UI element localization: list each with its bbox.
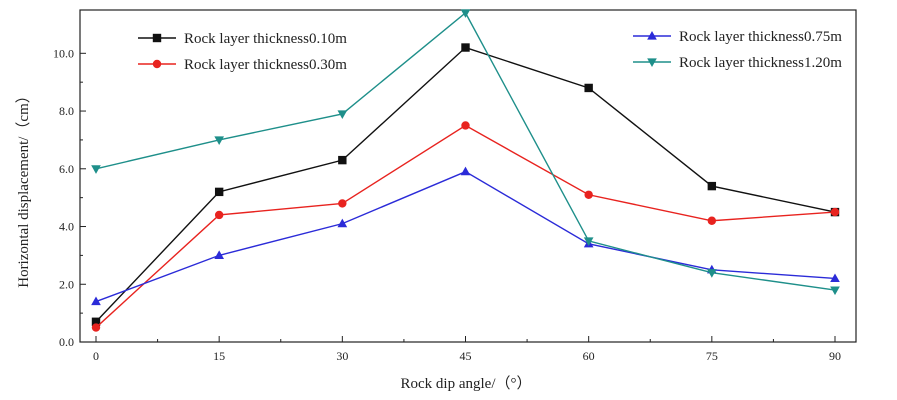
y-tick-label: 4.0 bbox=[59, 220, 74, 234]
y-tick-label: 6.0 bbox=[59, 162, 74, 176]
series-1 bbox=[91, 43, 840, 326]
data-point bbox=[214, 187, 224, 197]
data-point bbox=[214, 250, 224, 259]
x-tick-label: 60 bbox=[583, 349, 595, 363]
legend: Rock layer thickness0.10m Rock layer thic… bbox=[138, 29, 842, 73]
data-point bbox=[461, 121, 470, 130]
data-point bbox=[337, 218, 348, 228]
data-point bbox=[338, 155, 347, 165]
data-point bbox=[152, 59, 162, 69]
data-point bbox=[584, 190, 593, 199]
x-tick-label: 45 bbox=[460, 349, 472, 363]
legend-label: Rock layer thickness0.10m bbox=[184, 31, 347, 47]
data-point bbox=[707, 269, 717, 278]
data-point bbox=[337, 110, 348, 119]
y-tick-label: 0.0 bbox=[59, 335, 74, 349]
data-point bbox=[460, 166, 471, 176]
x-tick-label: 15 bbox=[213, 349, 225, 363]
data-point bbox=[707, 216, 717, 225]
series-line bbox=[95, 46, 836, 323]
series-layer bbox=[91, 9, 840, 332]
data-point bbox=[338, 199, 347, 208]
data-point bbox=[214, 210, 224, 220]
series-4 bbox=[91, 9, 840, 296]
data-point bbox=[461, 43, 470, 52]
data-point bbox=[91, 317, 101, 326]
y-axis-label: Horizontal displacement/（cm） bbox=[15, 88, 32, 288]
y-tick-label: 8.0 bbox=[59, 104, 74, 118]
data-point bbox=[647, 58, 657, 68]
data-point bbox=[91, 165, 101, 174]
series-2 bbox=[91, 121, 840, 332]
x-tick-label: 0 bbox=[93, 349, 99, 363]
series-line bbox=[95, 124, 836, 329]
data-point bbox=[91, 296, 101, 306]
data-point bbox=[830, 286, 840, 296]
data-point bbox=[583, 237, 594, 246]
data-point bbox=[91, 323, 101, 332]
legend-top-left: Rock layer thickness0.10m Rock layer thic… bbox=[138, 31, 347, 73]
axes: 0.0 2.0 4.0 6.0 8.0 10.0 0 15 30 45 60 75 90 bbox=[53, 9, 857, 363]
data-point bbox=[707, 181, 717, 191]
data-point bbox=[584, 83, 593, 93]
y-tick-label: 10.0 bbox=[53, 46, 74, 60]
data-point bbox=[152, 33, 162, 43]
data-point bbox=[214, 136, 224, 145]
data-point bbox=[460, 9, 471, 18]
x-tick-label: 90 bbox=[829, 349, 841, 363]
legend-label: Rock layer thickness0.30m bbox=[184, 57, 347, 73]
legend-top-right: Rock layer thickness0.75m Rock layer thic… bbox=[633, 29, 842, 71]
data-point bbox=[647, 30, 657, 40]
series-3 bbox=[91, 166, 840, 306]
y-tick-label: 2.0 bbox=[59, 277, 74, 291]
legend-label: Rock layer thickness0.75m bbox=[679, 29, 842, 45]
x-axis-label: Rock dip angle/（°） bbox=[401, 375, 532, 392]
x-tick-label: 30 bbox=[336, 349, 348, 363]
x-tick-label: 75 bbox=[706, 349, 718, 363]
legend-label: Rock layer thickness1.20m bbox=[679, 55, 842, 71]
series-line bbox=[95, 170, 836, 303]
data-point bbox=[830, 273, 840, 283]
data-point bbox=[830, 207, 840, 217]
